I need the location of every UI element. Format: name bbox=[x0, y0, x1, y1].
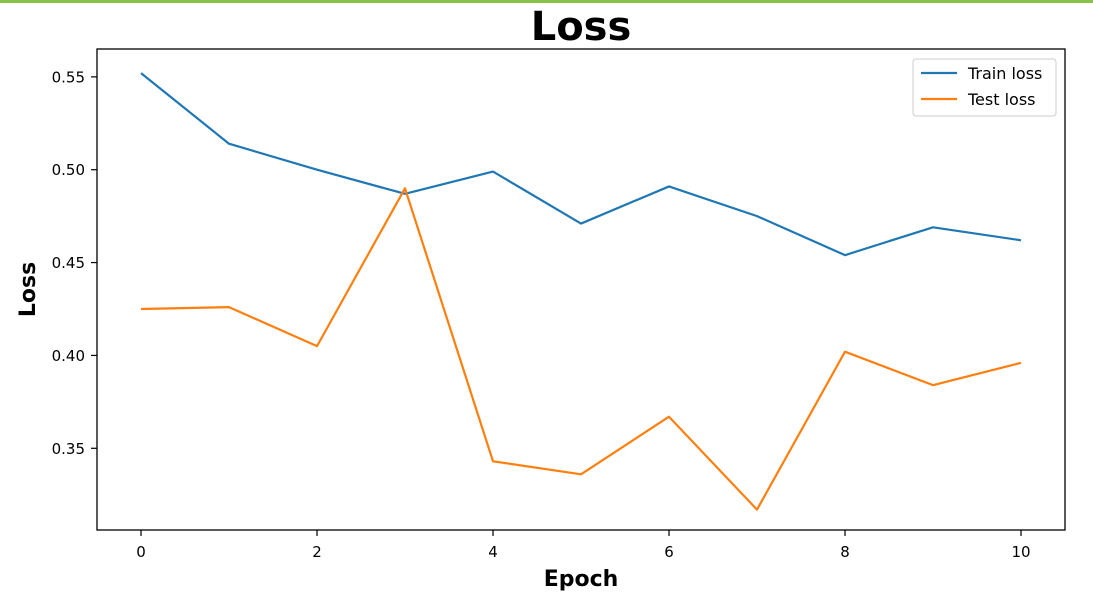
x-tick-label: 2 bbox=[312, 543, 322, 561]
y-tick-label: 0.35 bbox=[52, 440, 85, 458]
series-line-test-loss bbox=[140, 187, 1022, 511]
plot-frame bbox=[96, 48, 1066, 531]
legend-label: Train loss bbox=[967, 64, 1042, 83]
x-axis: 0 2 4 6 8 10 bbox=[136, 530, 1031, 561]
x-tick-label: 10 bbox=[1011, 543, 1030, 561]
x-tick-label: 8 bbox=[840, 543, 850, 561]
x-tick-label: 6 bbox=[664, 543, 674, 561]
x-axis-title: Epoch bbox=[544, 567, 619, 592]
top-accent-rule bbox=[0, 0, 1093, 3]
y-tick-label: 0.50 bbox=[52, 161, 85, 179]
y-tick-label: 0.40 bbox=[52, 347, 85, 365]
legend-label: Test loss bbox=[967, 90, 1036, 109]
x-tick-label: 4 bbox=[488, 543, 498, 561]
series-line-train-loss bbox=[140, 72, 1022, 257]
chart-title: Loss bbox=[531, 4, 632, 50]
y-tick-label: 0.55 bbox=[52, 68, 85, 86]
x-tick-label: 0 bbox=[136, 543, 146, 561]
plot-area bbox=[140, 72, 1022, 511]
legend: Train loss Test loss bbox=[912, 58, 1057, 117]
y-axis-title: Loss bbox=[16, 262, 41, 317]
y-axis: 0.35 0.40 0.45 0.50 0.55 bbox=[52, 68, 97, 458]
y-tick-label: 0.45 bbox=[52, 254, 85, 272]
